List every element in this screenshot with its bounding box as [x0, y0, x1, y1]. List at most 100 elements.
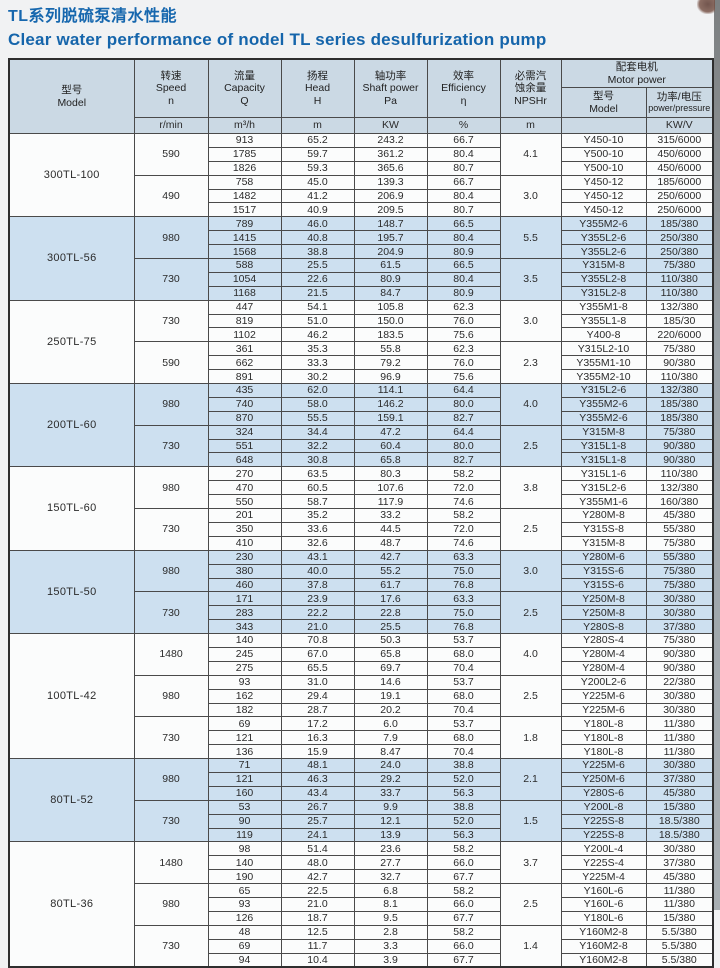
capacity-cell: 270: [207, 466, 282, 482]
head-cell: 63.5: [280, 466, 355, 482]
motor-power-cell: 110/380: [645, 271, 714, 287]
efficiency-cell: 58.2: [426, 841, 501, 857]
head-cell: 21.0: [280, 896, 355, 912]
col-header-efficiency-en: Efficiency: [441, 82, 486, 95]
capacity-cell: 662: [207, 355, 282, 371]
shaft-power-cell: 361.2: [353, 146, 428, 162]
head-cell: 51.0: [280, 313, 355, 329]
efficiency-cell: 76.0: [426, 355, 501, 371]
capacity-cell: 1826: [207, 160, 282, 176]
efficiency-cell: 53.7: [426, 674, 501, 690]
motor-power-cell: 185/6000: [645, 174, 714, 190]
shaft-power-cell: 42.7: [353, 549, 428, 565]
speed-cell: 730: [133, 508, 209, 551]
table-row: 1168 21.5 84.7 80.9 Y315L2-8 110/380: [9, 285, 714, 301]
motor-power-cell: 15/380: [645, 799, 714, 815]
head-cell: 21.5: [280, 285, 355, 301]
head-cell: 22.2: [280, 605, 355, 621]
efficiency-cell: 72.0: [426, 521, 501, 537]
table-row: 80TL-52 980 71 48.1 24.0 38.8 2.1 Y225M-6 30/380: [8, 758, 714, 843]
capacity-cell: 1168: [207, 285, 282, 301]
capacity-cell: 913: [207, 133, 282, 148]
table-row: 182 28.7 20.2 70.4 Y225M-6 30/380: [9, 702, 714, 718]
efficiency-cell: 64.4: [426, 424, 501, 440]
motor-power-cell: 132/380: [645, 480, 714, 496]
col-header-efficiency-sym: η: [460, 94, 467, 107]
motor-power-cell: 11/380: [645, 896, 714, 912]
col-header-motor-group-zh: 配套电机: [615, 61, 658, 74]
head-cell: 16.3: [280, 730, 355, 746]
motor-power-cell: 315/6000: [645, 133, 714, 148]
head-cell: 10.4: [280, 952, 355, 968]
table-row: 380 40.0 55.2 75.0 Y315S-6 75/380: [9, 563, 714, 579]
motor-power-cell: 75/380: [645, 535, 714, 551]
motor-power-cell: 75/380: [645, 563, 714, 579]
shaft-power-cell: 9.5: [353, 910, 428, 926]
motor-power-cell: 75/380: [645, 341, 714, 357]
table-row: 80TL-36 1480 98 51.4 23.6 58.2 3.7 Y200L-4 30/38…: [8, 841, 714, 968]
shaft-power-cell: 204.9: [353, 244, 428, 260]
capacity-cell: 460: [207, 577, 282, 593]
pump-model-cell: 300TL-100: [8, 132, 135, 218]
capacity-cell: 1415: [207, 230, 282, 246]
shaft-power-cell: 55.2: [353, 563, 428, 579]
efficiency-cell: 63.3: [426, 591, 501, 607]
col-header-model-zh: 型号: [61, 84, 83, 97]
motor-model-cell: Y280M-8: [560, 508, 647, 523]
npshr-cell: 2.3: [499, 341, 562, 385]
col-header-npshr-en: NPSHr: [514, 94, 547, 107]
motor-power-cell: 75/380: [645, 258, 714, 273]
head-cell: 37.8: [280, 577, 355, 593]
npshr-cell: 3.5: [499, 258, 562, 301]
table-row: 150TL-50 980 230 43.1 42.7 63.3 3.0 Y280M-6 55/3…: [8, 549, 714, 635]
shaft-power-cell: 80.3: [353, 466, 428, 482]
npshr-cell: 2.5: [499, 674, 562, 718]
shaft-power-cell: 209.5: [353, 202, 428, 218]
shaft-power-cell: 365.6: [353, 160, 428, 176]
motor-power-cell: 5.5/380: [645, 924, 714, 940]
col-header-motor-model-zh: 型号: [593, 90, 614, 103]
motor-model-cell: Y280M-4: [560, 646, 647, 662]
motor-power-cell: 220/6000: [645, 327, 714, 343]
col-header-motor-model-en: Model: [589, 102, 618, 115]
table-row: 730 588 25.5 61.5 66.5 3.5 Y315M-8 75/380: [9, 258, 714, 301]
head-cell: 11.7: [280, 938, 355, 954]
shaft-power-cell: 183.5: [353, 327, 428, 343]
col-header-efficiency: 效率 Efficiency η: [426, 58, 501, 118]
efficiency-cell: 56.3: [426, 785, 501, 801]
capacity-cell: 93: [207, 674, 282, 690]
efficiency-cell: 38.8: [426, 799, 501, 815]
efficiency-cell: 68.0: [426, 730, 501, 746]
shaft-power-cell: 146.2: [353, 396, 428, 412]
motor-model-cell: Y355M2-6: [560, 216, 647, 232]
efficiency-cell: 75.0: [426, 563, 501, 579]
efficiency-cell: 67.7: [426, 952, 501, 968]
unit-speed: r/min: [133, 117, 209, 134]
col-header-motor-group: 配套电机 Motor power: [560, 58, 714, 88]
capacity-cell: 162: [207, 688, 282, 704]
efficiency-cell: 80.4: [426, 146, 501, 162]
motor-model-cell: Y315L1-6: [560, 466, 647, 482]
motor-power-cell: 75/380: [645, 424, 714, 440]
shaft-power-cell: 27.7: [353, 855, 428, 871]
shaft-power-cell: 159.1: [353, 410, 428, 426]
head-cell: 35.2: [280, 508, 355, 523]
capacity-cell: 230: [207, 549, 282, 565]
table-row: 730 69 17.2 6.0 53.7 1.8 Y180L-8 11/380: [9, 716, 714, 760]
efficiency-cell: 80.4: [426, 230, 501, 246]
motor-model-cell: Y355M1-6: [560, 494, 647, 510]
pump-model-cell: 300TL-56: [8, 216, 135, 301]
efficiency-cell: 74.6: [426, 494, 501, 510]
motor-power-cell: 250/6000: [645, 188, 714, 204]
col-header-capacity-zh: 流量: [234, 70, 255, 83]
motor-power-cell: 90/380: [645, 438, 714, 454]
shaft-power-cell: 107.6: [353, 480, 428, 496]
motor-power-cell: 90/380: [645, 355, 714, 371]
efficiency-cell: 80.9: [426, 285, 501, 301]
motor-model-cell: Y450-10: [560, 133, 647, 148]
col-header-head-zh: 扬程: [307, 70, 328, 83]
head-cell: 32.2: [280, 438, 355, 454]
speed-cell: 730: [133, 924, 209, 968]
table-row: 1415 40.8 195.7 80.4 Y355L2-6 250/380: [9, 230, 714, 246]
capacity-cell: 1785: [207, 146, 282, 162]
